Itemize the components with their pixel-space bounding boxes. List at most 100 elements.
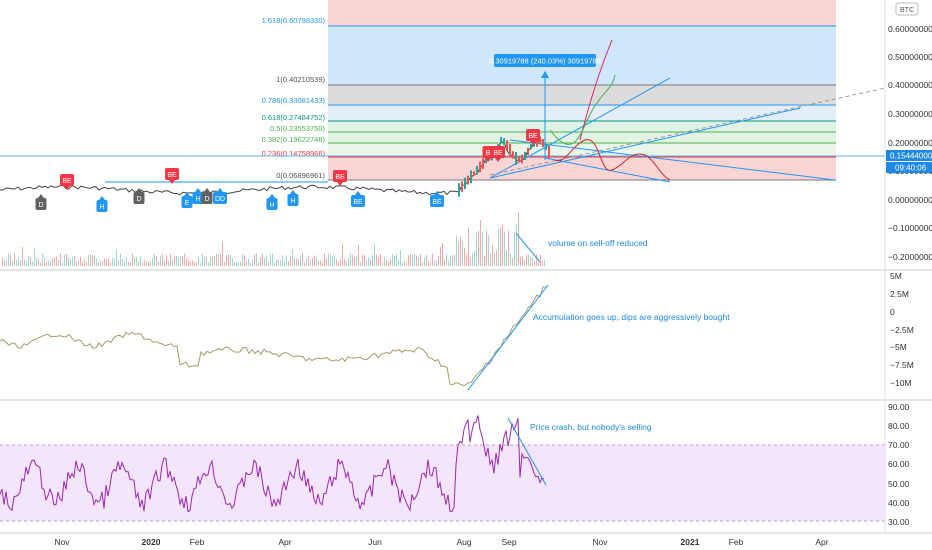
fib-label: 0.5(0.23553750) — [270, 124, 326, 133]
volume-bar — [222, 241, 223, 266]
volume-bar — [520, 256, 521, 266]
volume-bar — [118, 260, 119, 266]
volume-bar — [158, 261, 159, 266]
volume-bar — [294, 258, 295, 266]
signal-marker[interactable]: H — [266, 194, 278, 210]
signal-marker-label: D — [204, 196, 209, 203]
volume-bar — [78, 260, 79, 266]
volume-bar — [334, 256, 335, 266]
price-pane[interactable]: 1.618(0.60798330) 1(0.40210539) 0.786(0.… — [0, 0, 886, 212]
price-tick: −0.20000000 — [888, 252, 932, 262]
volume-bar — [134, 256, 135, 266]
signal-marker[interactable]: BE — [491, 146, 505, 162]
projection-path — [579, 44, 611, 141]
volume-bar — [92, 255, 93, 266]
volume-bar — [530, 257, 531, 266]
volume-bar — [268, 262, 269, 266]
signal-marker[interactable]: BE — [430, 191, 444, 207]
volume-bar — [420, 254, 421, 266]
volume-bar — [58, 259, 59, 266]
volume-bar — [308, 255, 309, 266]
volume-bar — [220, 253, 221, 266]
signal-marker-pointer — [269, 194, 275, 198]
volume-bar — [510, 253, 511, 266]
signal-marker[interactable]: DD — [213, 188, 227, 204]
signal-marker[interactable]: BE — [333, 170, 347, 186]
currency-badge-box[interactable] — [895, 2, 919, 16]
signal-marker[interactable]: B — [482, 146, 494, 162]
signal-marker-pointer — [217, 188, 223, 192]
candle — [482, 158, 484, 169]
volume-bar — [348, 257, 349, 266]
volume-bar — [16, 259, 17, 266]
measure-tooltip-box[interactable] — [494, 54, 596, 67]
volume-bar — [394, 255, 395, 266]
volume-bar — [128, 262, 129, 266]
accumulation-tick: −2.5M — [890, 325, 914, 335]
volume-bar — [184, 253, 185, 266]
volume-bar — [322, 262, 323, 266]
volume-bar — [484, 255, 485, 266]
accumulation-tick: −10M — [890, 378, 912, 388]
projection-path — [609, 39, 613, 46]
signal-marker-box — [60, 174, 74, 186]
volume-bar — [454, 255, 455, 266]
volume-bar — [276, 259, 277, 266]
volume-bar — [34, 248, 35, 266]
volume-bar — [204, 256, 205, 266]
trendline[interactable] — [509, 139, 836, 181]
trendline-dashed[interactable] — [489, 87, 886, 176]
candle — [470, 170, 472, 184]
signal-marker[interactable]: BE — [60, 174, 74, 190]
volume-bar — [442, 243, 443, 266]
fib-zone-extension — [328, 0, 836, 26]
price-tick: 0.30000000 — [888, 109, 932, 119]
volume-bar — [264, 257, 265, 266]
signal-marker-pointer — [290, 190, 296, 194]
time-axis[interactable]: Nov 2020 Feb Apr Jun Aug Sep Nov 2021 Fe… — [54, 537, 828, 547]
signal-marker[interactable]: H — [96, 196, 108, 212]
signal-marker-label: H — [290, 198, 295, 205]
volume-bar — [100, 260, 101, 266]
signal-marker[interactable]: BE — [351, 191, 365, 207]
volume-bar — [522, 256, 523, 266]
projection-path — [549, 74, 616, 145]
signal-marker[interactable]: H — [192, 188, 204, 204]
volume-bar — [380, 253, 381, 266]
volume-bar — [526, 254, 527, 266]
volume-bar — [298, 258, 299, 266]
signal-marker[interactable]: BE — [526, 129, 540, 145]
signal-marker-label: BE — [432, 199, 442, 206]
volume-bar — [192, 260, 193, 266]
volume-bar — [136, 256, 137, 266]
signal-marker[interactable]: BE — [165, 168, 179, 184]
signal-marker-pointer — [355, 191, 361, 195]
rsi-pane[interactable]: Price crash, but nobody's selling — [0, 415, 885, 522]
signal-marker-box — [333, 170, 347, 182]
volume-bar — [266, 255, 267, 266]
candle — [515, 152, 517, 165]
signal-marker[interactable]: H — [287, 190, 299, 206]
volume-bar — [462, 240, 463, 266]
signal-marker[interactable]: D — [35, 194, 47, 210]
price-axis[interactable]: BTC 0.60000000 0.50000000 0.40000000 0.3… — [886, 2, 932, 527]
volume-bar — [258, 262, 259, 266]
volume-bar — [314, 255, 315, 266]
volume-bar — [226, 254, 227, 266]
time-tick: Nov — [592, 537, 608, 547]
volume-bar — [486, 230, 487, 266]
accumulation-pane[interactable]: Accumulation goes up, dips are aggressiv… — [0, 284, 730, 391]
accumulation-annotation: Accumulation goes up, dips are aggressiv… — [533, 312, 730, 322]
volume-bar — [166, 255, 167, 266]
signal-marker[interactable]: D — [201, 188, 213, 204]
trendline[interactable] — [489, 107, 801, 179]
measure-tooltip: 0.30919788 (240.03%) 30919788 — [489, 57, 601, 66]
signal-marker[interactable]: D — [133, 188, 145, 204]
candle — [542, 139, 544, 147]
signal-marker[interactable]: E — [181, 192, 193, 208]
volume-bar — [316, 257, 317, 266]
volume-bar — [82, 262, 83, 266]
fib-zone-0382 — [328, 143, 836, 157]
volume-bar — [40, 262, 41, 266]
